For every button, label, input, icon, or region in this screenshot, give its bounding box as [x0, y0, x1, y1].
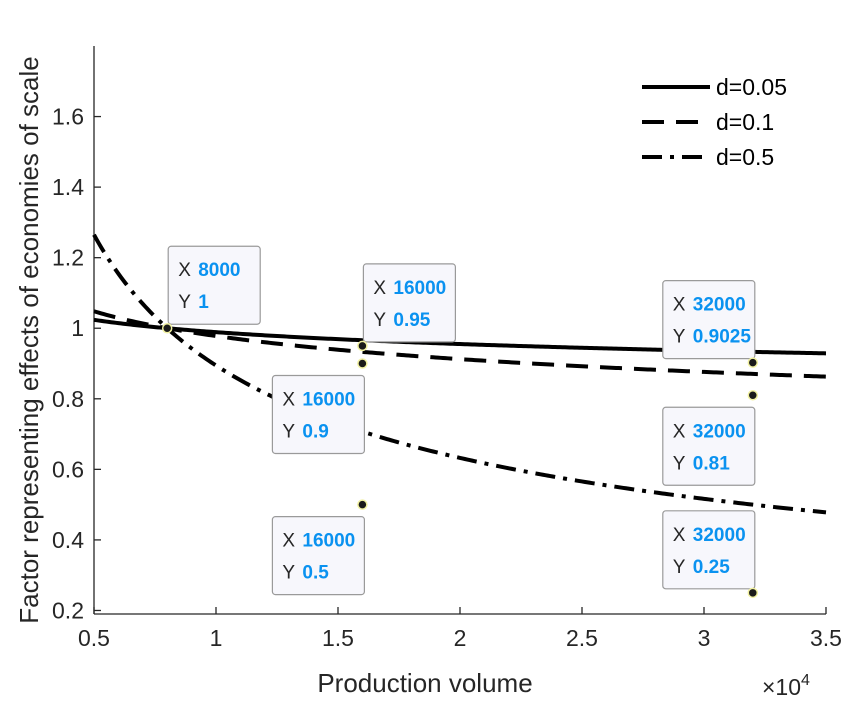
y-tick-label: 1.4 — [52, 174, 84, 200]
datatip: X 16000 Y 0.9 — [271, 358, 368, 455]
y-tick-label: 0.6 — [52, 456, 84, 482]
datatip-x-key: X — [282, 390, 295, 411]
datatip-box — [167, 245, 261, 325]
datatip-x-value: 32000 — [693, 295, 746, 316]
x-tick-label: 1 — [210, 625, 223, 651]
datatip-x-value: 16000 — [393, 278, 446, 299]
datatip-y-key: Y — [282, 422, 295, 443]
x-tick-label: 2.5 — [566, 625, 598, 651]
datatip-box — [662, 406, 756, 486]
series-line — [92, 233, 827, 515]
x-tick-label: 3.5 — [810, 625, 842, 651]
datatip-x-value: 16000 — [302, 531, 355, 552]
datatip-x-value: 16000 — [302, 390, 355, 411]
y-tick-label: 1.6 — [52, 104, 84, 130]
datatip: X 32000 Y 0.81 — [662, 390, 759, 486]
datatip-x-value: 8000 — [198, 260, 240, 281]
datatip-box — [362, 263, 456, 343]
datatip-y-value: 0.81 — [693, 453, 730, 474]
datatip-marker — [747, 587, 759, 599]
datatip-x-key: X — [673, 525, 686, 546]
datatip-y-key: Y — [282, 563, 295, 584]
y-tick-label: 0.2 — [52, 597, 84, 623]
datatip-box — [271, 374, 365, 455]
legend-label: d=0.1 — [716, 109, 774, 135]
datatip: X 8000 Y 1 — [161, 245, 261, 334]
datatip-y-value: 0.9 — [302, 422, 328, 443]
datatip-box — [271, 516, 365, 596]
datatip: X 32000 Y 0.9025 — [662, 280, 759, 368]
datatip-x-key: X — [282, 531, 295, 552]
datatip-y-key: Y — [178, 292, 191, 313]
datatip-y-key: Y — [673, 453, 686, 474]
datatip-y-value: 1 — [198, 292, 209, 313]
datatip: X 16000 Y 0.5 — [271, 499, 368, 596]
datatip-x-key: X — [373, 278, 386, 299]
datatip-y-key: Y — [373, 310, 386, 331]
legend-label: d=0.05 — [716, 74, 787, 100]
datatip-y-value: 0.25 — [693, 557, 730, 578]
y-tick-label: 1 — [71, 315, 84, 341]
datatip-marker — [357, 499, 368, 510]
datatip-x-value: 32000 — [693, 421, 746, 442]
datatip-box — [662, 510, 756, 590]
series-line — [93, 309, 827, 379]
y-tick-label: 1.2 — [52, 245, 84, 271]
y-tick-label: 0.4 — [52, 527, 84, 553]
datatip-x-value: 32000 — [693, 525, 746, 546]
datatip: X 32000 Y 0.25 — [662, 510, 759, 599]
x-axis-exponent: ×104 — [762, 672, 810, 700]
legend-label: d=0.5 — [716, 144, 774, 170]
x-tick-label: 3 — [698, 625, 711, 651]
datatip-marker — [161, 322, 173, 334]
datatip-marker — [747, 357, 759, 368]
x-tick-label: 0.5 — [78, 625, 110, 651]
x-tick-label: 2 — [454, 625, 467, 651]
y-axis-label: Factor representing effects of economies… — [14, 56, 44, 623]
datatip-box — [662, 280, 756, 360]
datatip-y-value: 0.5 — [302, 563, 329, 584]
x-axis-label: Production volume — [317, 668, 532, 698]
datatip-y-value: 0.9025 — [693, 327, 752, 348]
axes: 0.5 1 1.5 2 2.5 3 3.50.20.40.60.811.21.41.6 — [52, 46, 842, 651]
y-tick-label: 0.8 — [52, 386, 84, 412]
datatip-y-key: Y — [673, 327, 686, 348]
legend: d=0.05 d=0.1 d=0.5 — [642, 74, 787, 170]
x-tick-label: 1.5 — [322, 625, 354, 651]
datatip-marker — [357, 358, 368, 369]
datatip-x-key: X — [673, 421, 686, 442]
datatip-marker — [747, 390, 759, 401]
datatip-y-key: Y — [673, 557, 686, 578]
datatip: X 16000 Y 0.95 — [357, 263, 456, 352]
datatip-x-key: X — [178, 260, 191, 281]
datatip-x-key: X — [673, 295, 686, 316]
datatip-marker — [357, 340, 368, 352]
datatip-y-value: 0.95 — [393, 310, 430, 331]
